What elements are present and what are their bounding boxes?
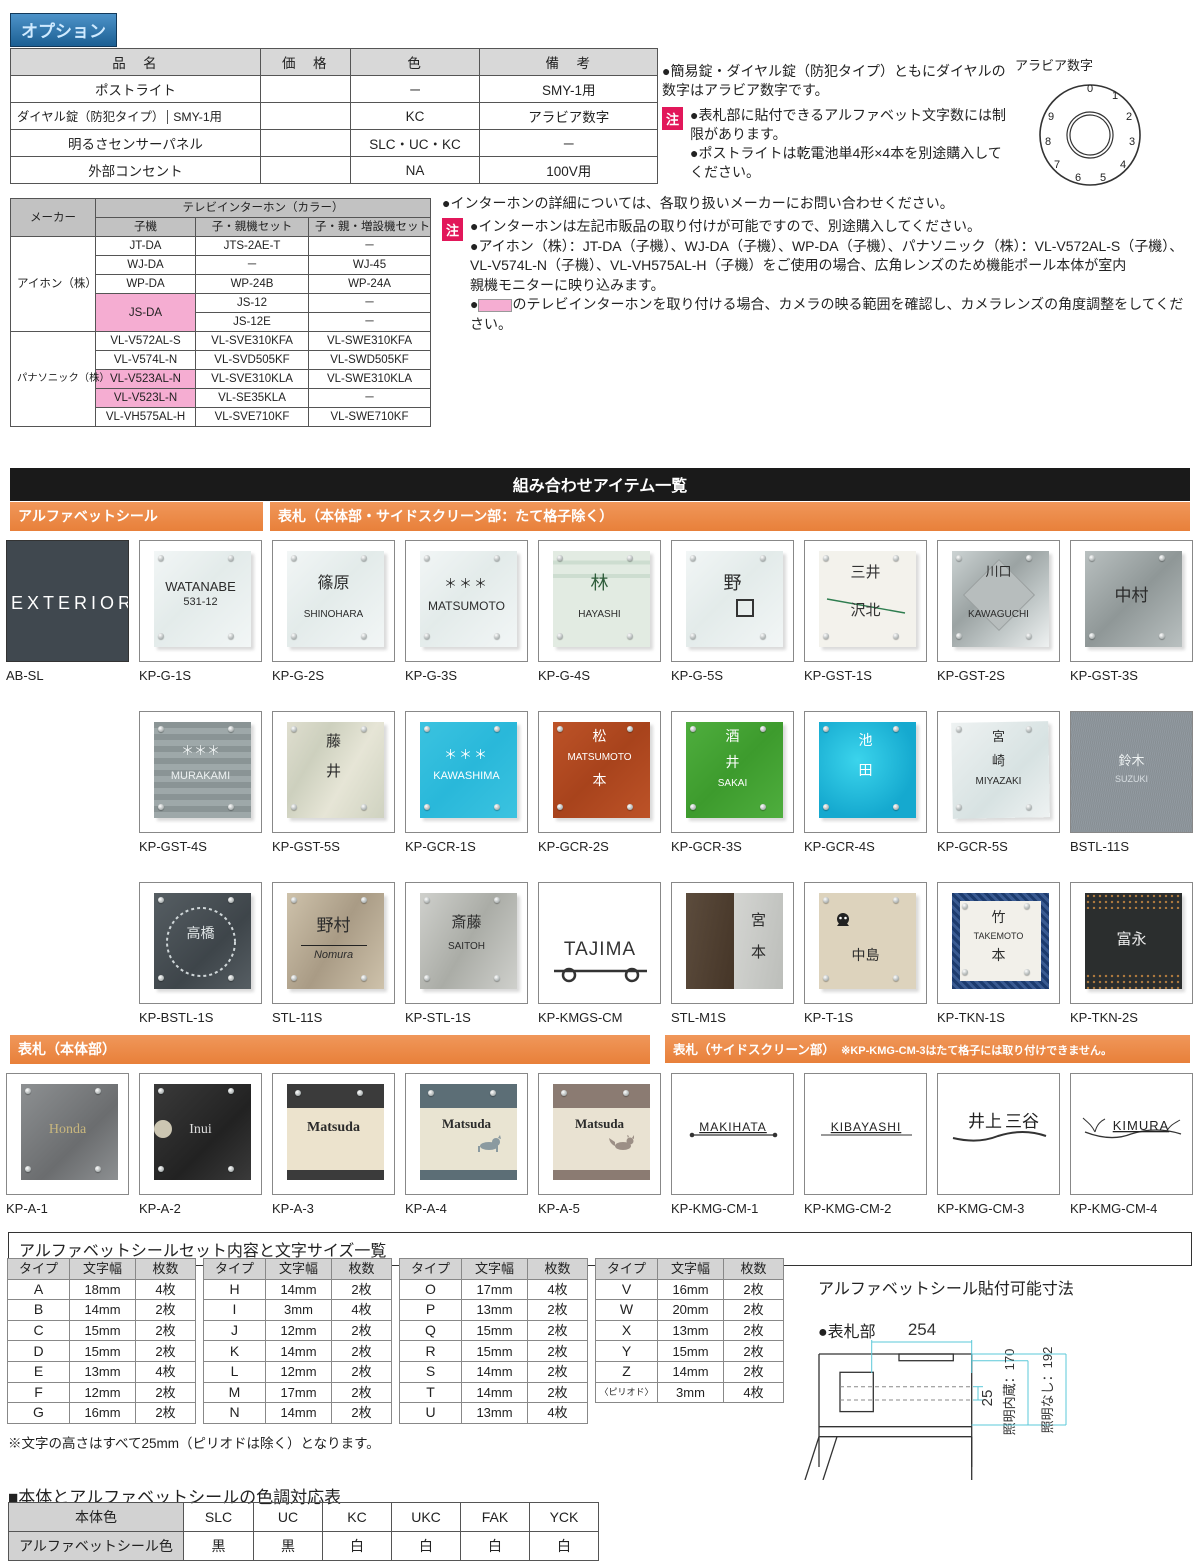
svg-text:TAJIMA: TAJIMA	[564, 939, 636, 960]
svg-text:2: 2	[1126, 111, 1132, 123]
svg-text:三谷: 三谷	[1005, 1112, 1039, 1131]
svg-text:4: 4	[1120, 159, 1126, 171]
svg-text:7: 7	[1054, 159, 1060, 171]
svg-text:0: 0	[1087, 83, 1093, 95]
svg-text:9: 9	[1048, 111, 1054, 123]
svg-text:井上: 井上	[968, 1112, 1002, 1131]
svg-text:254: 254	[908, 1320, 936, 1339]
svg-text:3: 3	[1129, 136, 1135, 148]
svg-text:8: 8	[1045, 136, 1051, 148]
svg-text:6: 6	[1075, 172, 1081, 184]
svg-text:照明内蔵：170: 照明内蔵：170	[1002, 1349, 1017, 1436]
svg-text:5: 5	[1100, 172, 1106, 184]
svg-text:MAKIHATA: MAKIHATA	[699, 1120, 767, 1134]
svg-text:25: 25	[979, 1390, 996, 1407]
svg-text:KIBAYASHI: KIBAYASHI	[831, 1120, 902, 1134]
svg-text:照明なし：192: 照明なし：192	[1040, 1347, 1055, 1434]
svg-text:KIMURA: KIMURA	[1113, 1118, 1170, 1133]
svg-text:1: 1	[1112, 90, 1118, 102]
